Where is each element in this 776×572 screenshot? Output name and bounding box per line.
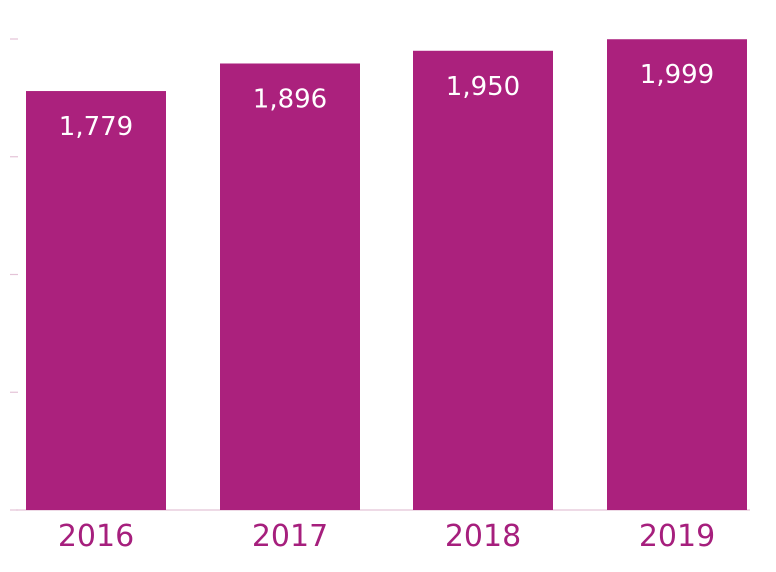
bar-value-label: 1,999 <box>640 60 714 90</box>
label-layer: 1,779 2016 1,896 2017 1,950 2018 1,999 2019 <box>58 60 715 554</box>
bar-2017 <box>220 63 360 510</box>
bar-value-label: 1,779 <box>59 112 133 142</box>
bar-value-label: 1,896 <box>253 84 327 114</box>
bar-2016 <box>26 91 166 510</box>
bar-layer <box>26 39 747 511</box>
bar-2019 <box>607 39 747 510</box>
x-tick-label: 2017 <box>252 519 328 554</box>
x-tick-label: 2019 <box>639 519 715 554</box>
x-tick-label: 2018 <box>445 519 521 554</box>
bar-2018 <box>413 50 553 511</box>
x-tick-label: 2016 <box>58 519 134 554</box>
bar-value-label: 1,950 <box>446 72 520 102</box>
